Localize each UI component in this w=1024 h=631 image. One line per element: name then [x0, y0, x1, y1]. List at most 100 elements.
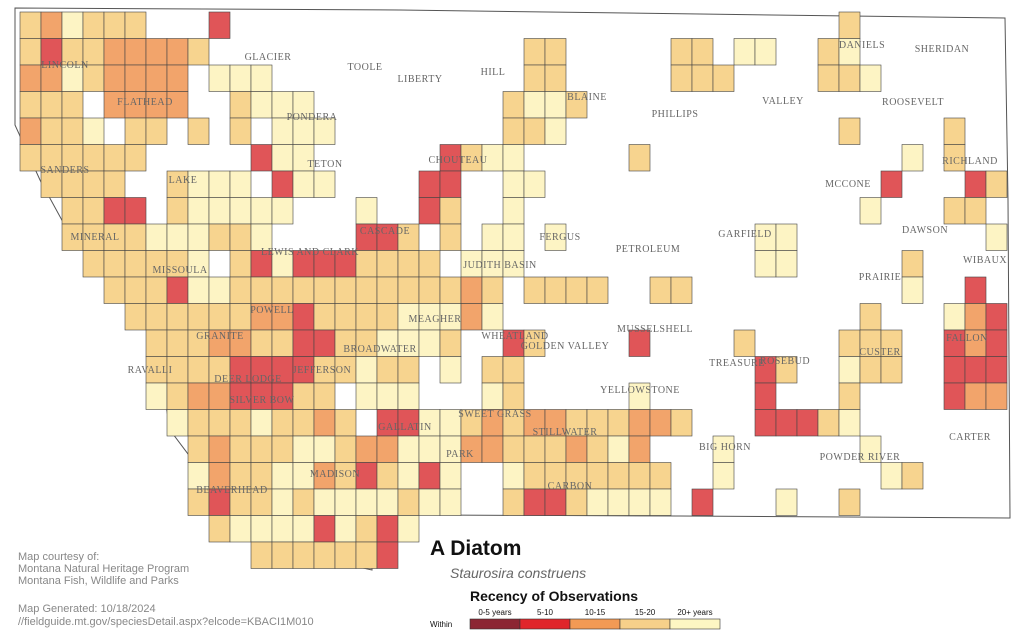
county-label: WIBAUX — [963, 255, 1007, 266]
county-label: BLAINE — [567, 92, 607, 103]
survey-cell — [607, 409, 630, 437]
credit: Montana Fish, Wildlife and Parks — [18, 575, 179, 587]
survey-cell — [103, 276, 126, 304]
survey-cell — [481, 303, 504, 331]
survey-cell — [880, 356, 903, 384]
survey-cell — [229, 170, 252, 198]
survey-cell — [418, 462, 441, 490]
county-label: SANDERS — [40, 165, 89, 176]
url: //fieldguide.mt.gov/speciesDetail.aspx?e… — [18, 616, 314, 628]
survey-cell — [334, 303, 357, 331]
survey-cell — [250, 329, 273, 357]
survey-cell — [124, 303, 147, 331]
survey-cell — [334, 515, 357, 543]
county-label: CHOUTEAU — [429, 155, 488, 166]
subtitle: Staurosira construens — [450, 565, 586, 581]
survey-cell — [292, 435, 315, 463]
survey-cell — [817, 64, 840, 92]
survey-cell — [82, 117, 105, 145]
survey-cell — [187, 435, 210, 463]
survey-cell — [355, 435, 378, 463]
survey-cell — [817, 38, 840, 66]
survey-cell — [292, 303, 315, 331]
survey-cell — [208, 64, 231, 92]
survey-cell — [439, 223, 462, 251]
survey-cell — [250, 144, 273, 172]
survey-cell — [565, 435, 588, 463]
survey-cell — [880, 462, 903, 490]
survey-cell — [271, 488, 294, 516]
county-label: YELLOWSTONE — [600, 385, 680, 396]
legend-swatch — [569, 618, 621, 630]
survey-cell — [166, 303, 189, 331]
county-label: SILVER BOW — [230, 395, 295, 406]
county-label: CARBON — [548, 481, 593, 492]
survey-cell — [124, 223, 147, 251]
county-label: DEER LODGE — [214, 374, 282, 385]
survey-cell — [775, 488, 798, 516]
county-label: JUDITH BASIN — [463, 260, 537, 271]
survey-cell — [565, 91, 588, 119]
survey-cell — [481, 223, 504, 251]
legend-swatch — [469, 618, 521, 630]
survey-cell — [397, 488, 420, 516]
survey-cell — [208, 223, 231, 251]
survey-cell — [355, 276, 378, 304]
survey-cell — [355, 382, 378, 410]
survey-cell — [187, 117, 210, 145]
survey-cell — [187, 276, 210, 304]
survey-cell — [775, 250, 798, 278]
survey-cell — [544, 38, 567, 66]
survey-cell — [817, 409, 840, 437]
survey-cell — [103, 11, 126, 39]
survey-cell — [523, 462, 546, 490]
survey-cell — [859, 356, 882, 384]
survey-cell — [397, 515, 420, 543]
survey-cell — [943, 197, 966, 225]
survey-cell — [481, 276, 504, 304]
survey-cell — [838, 117, 861, 145]
survey-cell — [880, 170, 903, 198]
survey-cell — [271, 515, 294, 543]
survey-cell — [145, 303, 168, 331]
generated-date: Map Generated: 10/18/2024 — [18, 603, 156, 615]
survey-cell — [376, 541, 399, 569]
survey-cell — [376, 356, 399, 384]
survey-cell — [103, 170, 126, 198]
survey-cell — [292, 409, 315, 437]
survey-cell — [166, 38, 189, 66]
survey-cell — [859, 435, 882, 463]
survey-cell — [229, 250, 252, 278]
county-label: ROSEBUD — [760, 356, 810, 367]
survey-cell — [838, 382, 861, 410]
survey-cell — [628, 409, 651, 437]
survey-cell — [229, 515, 252, 543]
survey-cell — [397, 435, 420, 463]
survey-cell — [334, 541, 357, 569]
survey-cell — [208, 197, 231, 225]
survey-cell — [334, 409, 357, 437]
survey-cell — [229, 197, 252, 225]
survey-cell — [40, 91, 63, 119]
survey-cell — [985, 223, 1008, 251]
county-label: ROOSEVELT — [882, 97, 944, 108]
survey-cell — [439, 170, 462, 198]
survey-cell — [376, 303, 399, 331]
survey-cell — [628, 329, 651, 357]
survey-cell — [985, 303, 1008, 331]
survey-cell — [502, 250, 525, 278]
survey-cell — [964, 356, 987, 384]
survey-cell — [124, 250, 147, 278]
survey-cell — [313, 515, 336, 543]
survey-cell — [607, 435, 630, 463]
survey-cell — [250, 197, 273, 225]
survey-cell — [124, 11, 147, 39]
survey-cell — [523, 170, 546, 198]
county-label: CUSTER — [859, 347, 900, 358]
survey-cell — [208, 382, 231, 410]
county-label: LIBERTY — [397, 74, 442, 85]
survey-cell — [775, 223, 798, 251]
survey-cell — [649, 276, 672, 304]
survey-cell — [775, 356, 798, 384]
county-label: POWDER RIVER — [820, 452, 901, 463]
